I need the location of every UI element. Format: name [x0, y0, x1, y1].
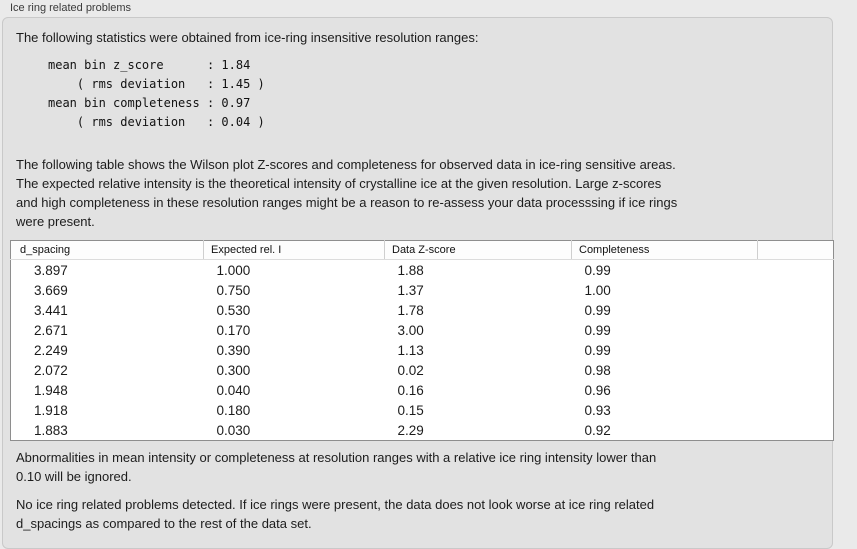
table-row[interactable]: 3.441 0.530 1.78 0.99 [11, 300, 834, 320]
table-cell: 1.918 [34, 402, 68, 418]
table-row[interactable]: 1.883 0.030 2.29 0.92 [11, 420, 834, 441]
summary-stats-block: mean bin z_score : 1.84 ( rms deviation … [48, 58, 265, 129]
table-cell: 0.98 [584, 362, 611, 378]
table-cell: 2.29 [397, 422, 424, 438]
table-cell: 1.000 [216, 262, 251, 278]
table-cell: 0.180 [216, 402, 251, 418]
table-cell: 0.040 [216, 382, 251, 398]
table-row[interactable]: 1.948 0.040 0.16 0.96 [11, 380, 834, 400]
table-cell: 0.99 [584, 302, 611, 318]
table-cell: 0.99 [584, 262, 611, 278]
table-cell: 0.02 [397, 362, 424, 378]
table-cell: 2.671 [34, 322, 68, 338]
table-cell: 1.13 [397, 342, 424, 358]
table-cell: 0.16 [397, 382, 424, 398]
intro-text: The following statistics were obtained f… [16, 30, 479, 45]
table-cell: 0.93 [584, 402, 611, 418]
table-cell: 1.37 [397, 282, 424, 298]
table-cell: 3.441 [34, 302, 68, 318]
column-header-expected-rel-i[interactable]: Expected rel. I [203, 240, 385, 260]
table-cell [758, 280, 834, 300]
table-cell: 3.00 [397, 322, 424, 338]
ignore-note-text: Abnormalities in mean intensity or compl… [16, 450, 657, 484]
table-cell: 1.78 [397, 302, 424, 318]
table-cell: 2.072 [34, 362, 68, 378]
table-row[interactable]: 2.072 0.300 0.02 0.98 [11, 360, 834, 380]
table-cell: 1.88 [397, 262, 424, 278]
ice-ring-report-panel: { "window": { "title": "Ice ring related… [2, 2, 834, 549]
table-row[interactable]: 1.918 0.180 0.15 0.93 [11, 400, 834, 420]
table-cell: 1.883 [34, 422, 68, 438]
table-cell: 0.92 [584, 422, 611, 438]
group-box-title: Ice ring related problems [10, 2, 132, 14]
table-row[interactable]: 2.249 0.390 1.13 0.99 [11, 340, 834, 360]
table-row[interactable]: 3.669 0.750 1.37 1.00 [11, 280, 834, 300]
table-cell: 1.00 [584, 282, 611, 298]
table-cell [758, 300, 834, 320]
table-cell [758, 360, 834, 380]
table-cell: 0.170 [216, 322, 251, 338]
table-cell: 3.669 [34, 282, 68, 298]
table-row[interactable]: 3.897 1.000 1.88 0.99 [11, 260, 834, 281]
table-cell: 3.897 [34, 262, 68, 278]
table-row[interactable]: 2.671 0.170 3.00 0.99 [11, 320, 834, 340]
table-cell: 0.530 [216, 302, 251, 318]
table-cell: 0.030 [216, 422, 251, 438]
table-cell: 0.15 [397, 402, 424, 418]
ice-ring-table: d_spacing Expected rel. I Data Z-score C… [10, 240, 834, 441]
column-header-d-spacing[interactable]: d_spacing [10, 240, 204, 260]
table-cell: 0.96 [584, 382, 611, 398]
table-cell: 0.99 [584, 322, 611, 338]
table-header-row: d_spacing Expected rel. I Data Z-score C… [10, 240, 834, 260]
table-cell [758, 400, 834, 420]
table-cell [758, 420, 834, 441]
table-description-text: The following table shows the Wilson plo… [16, 157, 678, 229]
table-cell: 0.99 [584, 342, 611, 358]
column-header-empty [757, 240, 834, 260]
conclusion-text: No ice ring related problems detected. I… [16, 497, 655, 531]
table-cell: 1.948 [34, 382, 68, 398]
ice-table-body: 3.897 1.000 1.88 0.99 3.669 0.750 1.37 1.00 3.44… [11, 260, 834, 441]
table-cell [758, 260, 834, 281]
table-cell: 0.300 [216, 362, 251, 378]
table-cell: 0.390 [216, 342, 251, 358]
table-cell [758, 320, 834, 340]
table-cell: 0.750 [216, 282, 251, 298]
table-cell [758, 380, 834, 400]
column-header-completeness[interactable]: Completeness [571, 240, 758, 260]
column-header-data-z-score[interactable]: Data Z-score [384, 240, 572, 260]
table-cell [758, 340, 834, 360]
table-cell: 2.249 [34, 342, 68, 358]
